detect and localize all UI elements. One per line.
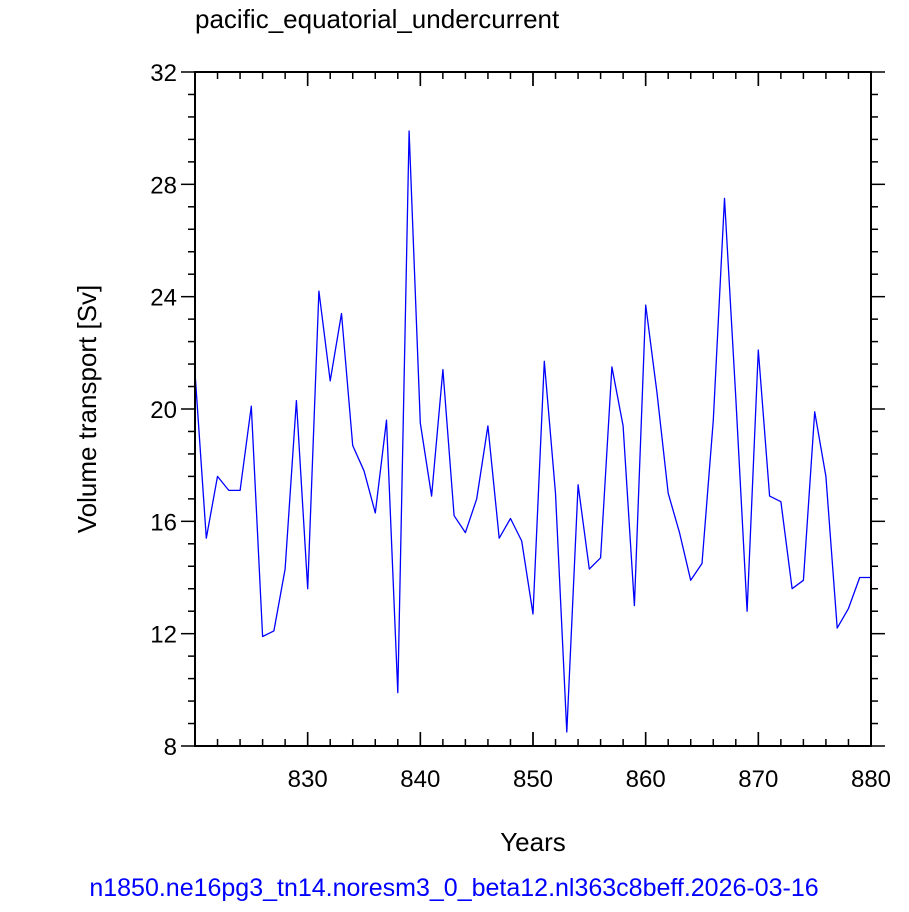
y-tick-label: 12 <box>150 622 177 649</box>
chart-title: pacific_equatorial_undercurrent <box>195 4 560 34</box>
x-tick-label: 850 <box>513 766 553 793</box>
footer-caption: n1850.ne16pg3_tn14.noresm3_0_beta12.nl36… <box>89 874 818 902</box>
y-tick-label: 28 <box>150 172 177 199</box>
y-tick-label: 16 <box>150 509 177 536</box>
y-tick-label: 20 <box>150 397 177 424</box>
x-axis-title: Years <box>500 827 566 857</box>
x-tick-label: 880 <box>851 766 891 793</box>
y-tick-label: 8 <box>164 734 177 761</box>
y-tick-label: 32 <box>150 60 177 87</box>
x-tick-label: 830 <box>288 766 328 793</box>
series-line <box>194 130 871 733</box>
x-tick-label: 840 <box>400 766 440 793</box>
x-tick-label: 860 <box>626 766 666 793</box>
x-tick-label: 870 <box>738 766 778 793</box>
plot-frame <box>194 71 872 747</box>
y-tick-label: 24 <box>150 285 177 312</box>
y-axis-title: Volume transport [Sv] <box>72 285 102 534</box>
axis-ticks <box>181 71 885 747</box>
tick-labels: 830 840 850 860 870 880 8 12 16 20 24 28 32 <box>150 60 891 793</box>
